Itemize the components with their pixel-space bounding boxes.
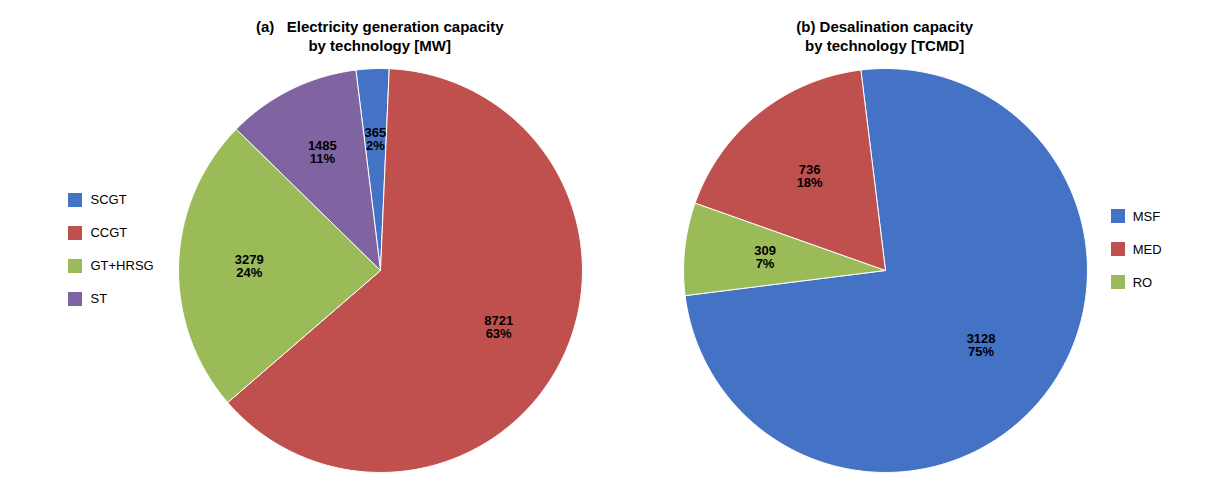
html-text:MED: MED: [1132, 241, 1162, 257]
html-text:ST: ST: [90, 291, 108, 306]
svg-text:312875%: 312875%: [966, 330, 995, 358]
html-text:(b) Desalination capacity by t: (b) Desalination capacity by technology …: [796, 18, 973, 54]
svg-text:872163%: 872163%: [484, 313, 513, 341]
svg-text:73618%: 73618%: [796, 161, 822, 189]
svg-text:148511%: 148511%: [308, 138, 337, 166]
html-text:SCGT: SCGT: [90, 192, 127, 207]
html-text:RO: RO: [1132, 274, 1153, 290]
html-text:GT+HRSG: GT+HRSG: [90, 258, 154, 273]
svg-text:3652%: 3652%: [364, 125, 386, 153]
svg-text:3097%: 3097%: [754, 243, 776, 271]
html-text:CCGT: CCGT: [90, 225, 128, 240]
html-text:(a) Electricity generation cap: (a) Electricity generation capacity by t…: [255, 18, 504, 54]
html-text:MSF: MSF: [1132, 208, 1161, 224]
svg-text:327924%: 327924%: [235, 252, 264, 280]
